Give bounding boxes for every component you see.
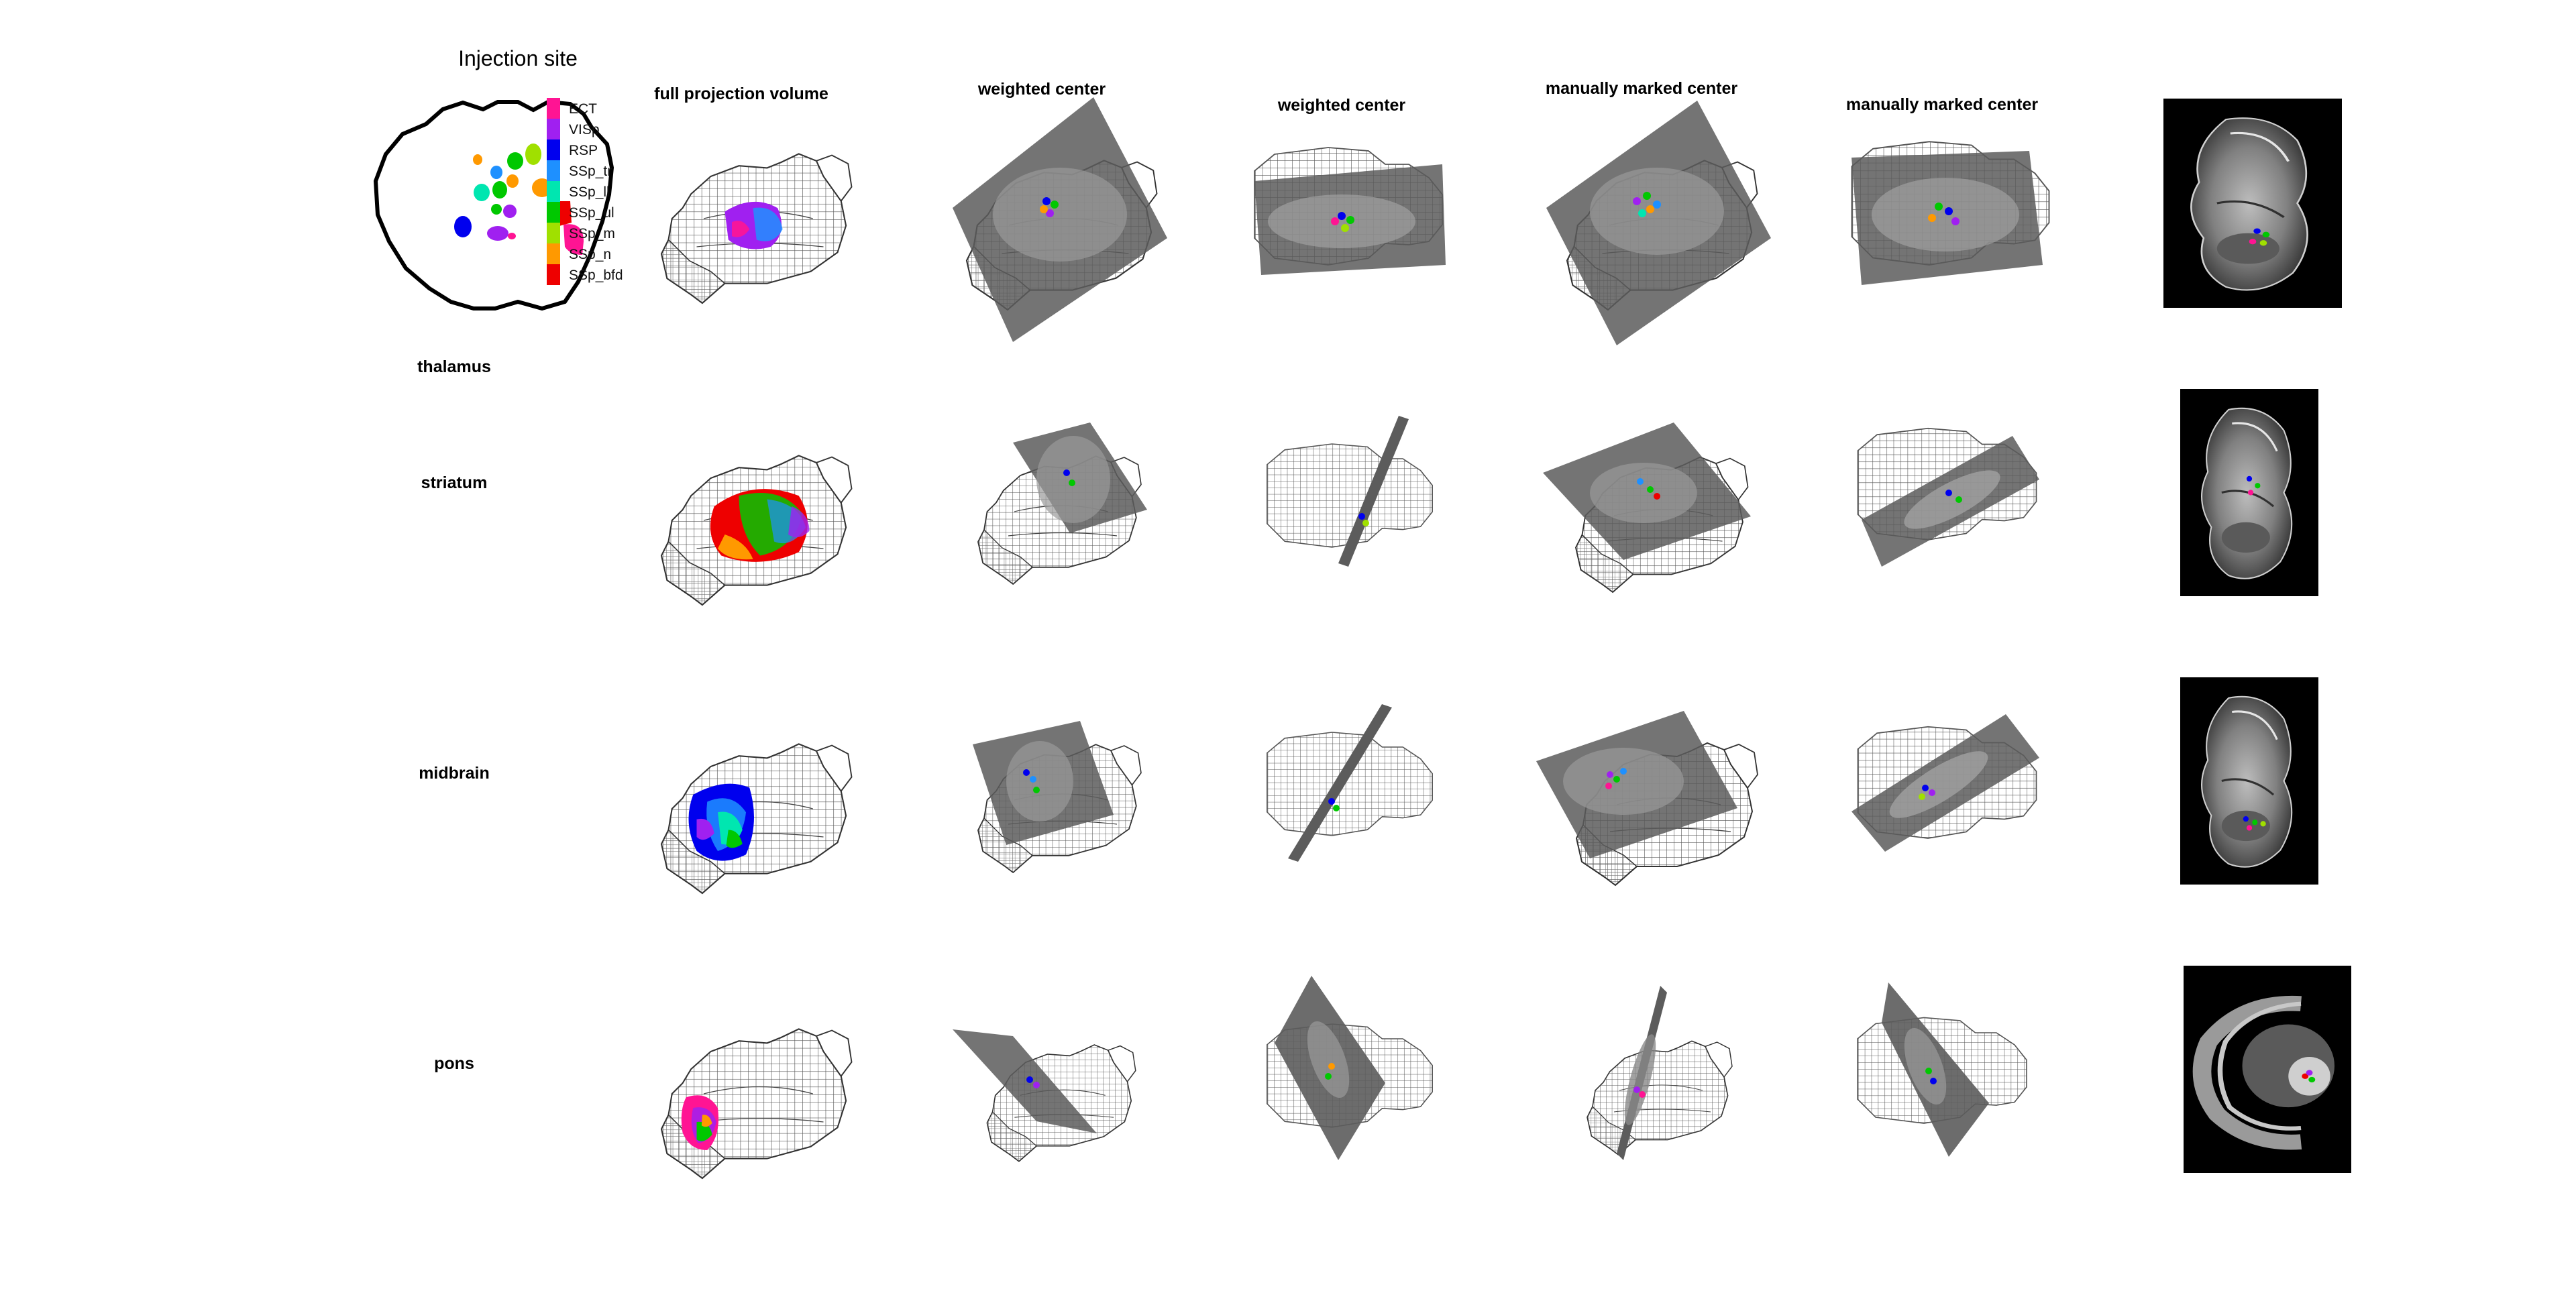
panel-brain-section xyxy=(2184,966,2351,1173)
panel-manually-marked-center xyxy=(1536,711,1758,886)
legend-swatch xyxy=(547,223,560,243)
legend-label: RSP xyxy=(569,143,598,158)
panel-weighted-center xyxy=(1254,147,1446,275)
legend-label: VISp xyxy=(569,122,600,137)
panel-full-projection xyxy=(660,153,853,304)
panel-weighted-center xyxy=(953,97,1167,342)
injection-blob xyxy=(508,233,516,239)
legend-swatch xyxy=(547,202,560,223)
panel-manually-marked-center xyxy=(1851,714,2039,852)
panel-weighted-center xyxy=(977,422,1147,585)
injection-blob xyxy=(473,154,482,165)
panel-full-projection xyxy=(660,455,853,606)
panel-weighted-center xyxy=(1267,704,1433,862)
legend-label: ECT xyxy=(569,101,597,117)
row-label-thalamus: thalamus xyxy=(417,357,491,376)
panel-brain-section xyxy=(2179,388,2320,598)
legend-label: SSp_ll xyxy=(569,184,610,200)
legend-swatch xyxy=(547,119,560,139)
legend-swatch xyxy=(547,243,560,264)
panel-manually-marked-center xyxy=(1587,986,1733,1160)
legend-label: SSp_m xyxy=(569,226,615,241)
panel-manually-marked-center xyxy=(1543,422,1751,593)
panel-weighted-center xyxy=(973,721,1142,873)
legend-swatch xyxy=(547,181,560,202)
panel-manually-marked-center xyxy=(1857,427,2039,567)
legend-label: SSp_bfd xyxy=(569,268,623,283)
panel-brain-section xyxy=(2179,676,2320,886)
column-header: manually marked center xyxy=(1546,79,1738,98)
legend-swatch xyxy=(547,160,560,181)
legend-label: SSp_ul xyxy=(569,205,614,221)
figure-title: Injection site xyxy=(458,46,578,70)
column-header: full projection volume xyxy=(654,84,828,103)
panel-brain-section xyxy=(2162,97,2343,309)
panel-weighted-center xyxy=(1267,416,1433,567)
injection-blob xyxy=(503,205,517,218)
injection-blob xyxy=(487,226,508,241)
legend-label: SSp_n xyxy=(569,247,611,262)
panel-weighted-center xyxy=(1267,976,1433,1160)
injection-blob xyxy=(474,184,490,201)
injection-blob xyxy=(525,144,541,165)
column-header: manually marked center xyxy=(1846,95,2039,114)
injection-blob xyxy=(454,216,472,237)
injection-blob xyxy=(490,166,502,179)
column-header: weighted center xyxy=(977,80,1106,99)
injection-blob xyxy=(492,181,507,199)
legend-swatch xyxy=(547,264,560,285)
legend-swatch xyxy=(547,139,560,160)
panel-full-projection xyxy=(660,1028,853,1180)
panel-manually-marked-center xyxy=(1546,101,1771,345)
panel-manually-marked-center xyxy=(1857,982,2027,1157)
injection-blob xyxy=(507,152,523,170)
row-label-striatum: striatum xyxy=(421,473,488,492)
column-header: weighted center xyxy=(1277,96,1406,115)
panel-weighted-center xyxy=(953,1029,1136,1162)
color-legend: ECT VISp RSP SSp_tr SSp_ll SSp_ul SSp_m SSp_n SS… xyxy=(547,98,623,285)
injection-blob xyxy=(491,204,502,215)
legend-swatch xyxy=(547,98,560,119)
injection-blob xyxy=(506,174,519,188)
row-label-pons: pons xyxy=(434,1054,474,1073)
legend-label: SSp_tr xyxy=(569,164,612,179)
row-label-midbrain: midbrain xyxy=(419,764,490,783)
panel-full-projection xyxy=(660,743,853,895)
panel-manually-marked-center xyxy=(1851,141,2050,285)
injection-blob xyxy=(564,224,584,255)
